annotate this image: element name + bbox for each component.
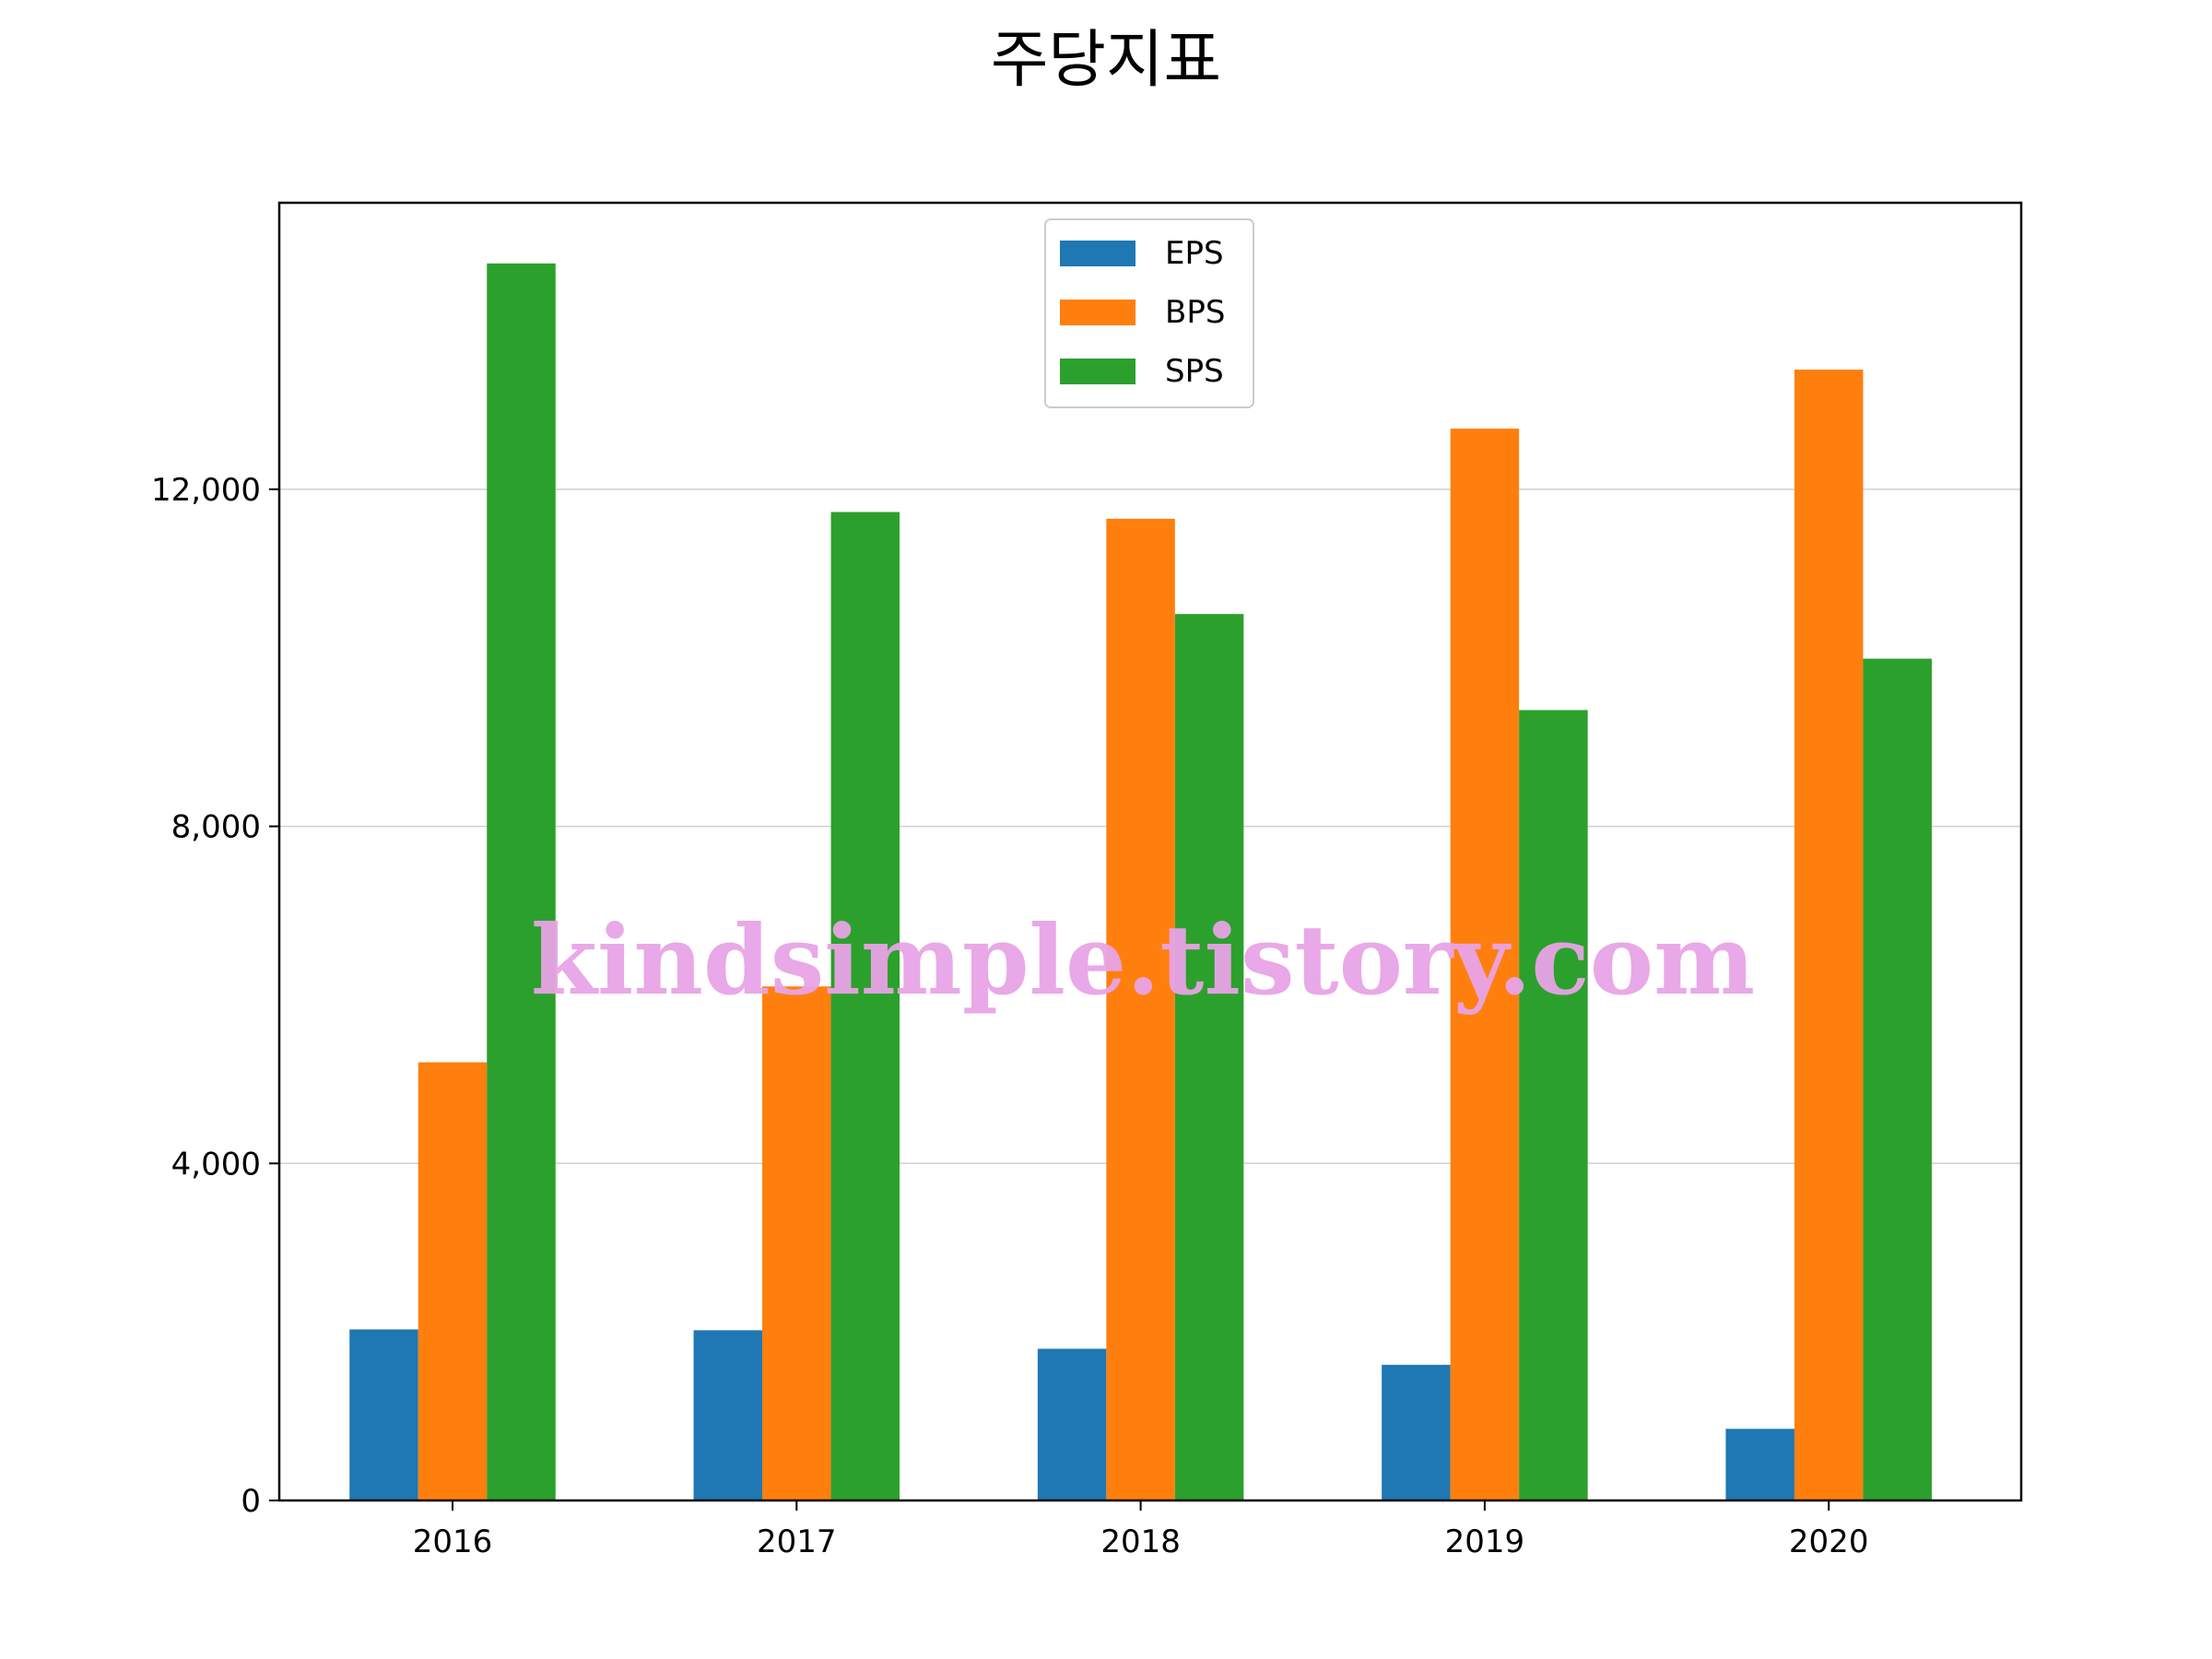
bar-eps-2017 <box>693 1330 763 1500</box>
chart-title: 주당지표 <box>991 24 1221 97</box>
x-tick-label: 2016 <box>413 1524 493 1560</box>
legend: EPS BPS SPS <box>1044 218 1254 408</box>
bar-eps-2020 <box>1725 1429 1794 1500</box>
y-tick-label: 12,000 <box>151 472 261 509</box>
bar-sps-2018 <box>1174 614 1244 1500</box>
legend-swatch-bps <box>1060 300 1135 325</box>
bar-sps-2017 <box>830 512 900 1500</box>
x-axis-ticks: 2016 2017 2018 2019 2020 <box>413 1500 1869 1560</box>
legend-swatch-sps <box>1060 359 1135 384</box>
legend-swatch-eps <box>1060 241 1135 266</box>
x-tick-label: 2018 <box>1100 1524 1181 1560</box>
y-tick-label: 8,000 <box>171 809 261 846</box>
bar-eps-2019 <box>1382 1364 1451 1500</box>
y-axis-ticks: 0 4,000 8,000 12,000 <box>151 472 279 1520</box>
x-tick-label: 2017 <box>757 1524 837 1560</box>
bar-bps-2018 <box>1106 518 1175 1500</box>
bar-bps-2017 <box>762 986 831 1500</box>
bar-sps-2019 <box>1519 710 1588 1500</box>
bar-sps-2016 <box>487 263 556 1500</box>
watermark-text: kindsimple.tistory.com <box>531 903 1755 1017</box>
legend-label-sps: SPS <box>1165 353 1224 390</box>
bar-eps-2018 <box>1037 1348 1107 1500</box>
y-tick-label: 4,000 <box>171 1146 261 1182</box>
bar-bps-2019 <box>1450 429 1520 1500</box>
legend-label-bps: BPS <box>1165 294 1225 331</box>
legend-label-eps: EPS <box>1165 235 1224 272</box>
bar-eps-2016 <box>349 1329 418 1500</box>
x-tick-label: 2020 <box>1789 1524 1869 1560</box>
bar-sps-2020 <box>1863 658 1932 1500</box>
y-tick-label: 0 <box>241 1483 261 1520</box>
bars <box>349 263 1932 1500</box>
bar-bps-2016 <box>418 1062 488 1500</box>
bar-bps-2020 <box>1794 370 1864 1500</box>
plot-frame <box>277 201 2023 1502</box>
x-tick-label: 2019 <box>1445 1524 1525 1560</box>
